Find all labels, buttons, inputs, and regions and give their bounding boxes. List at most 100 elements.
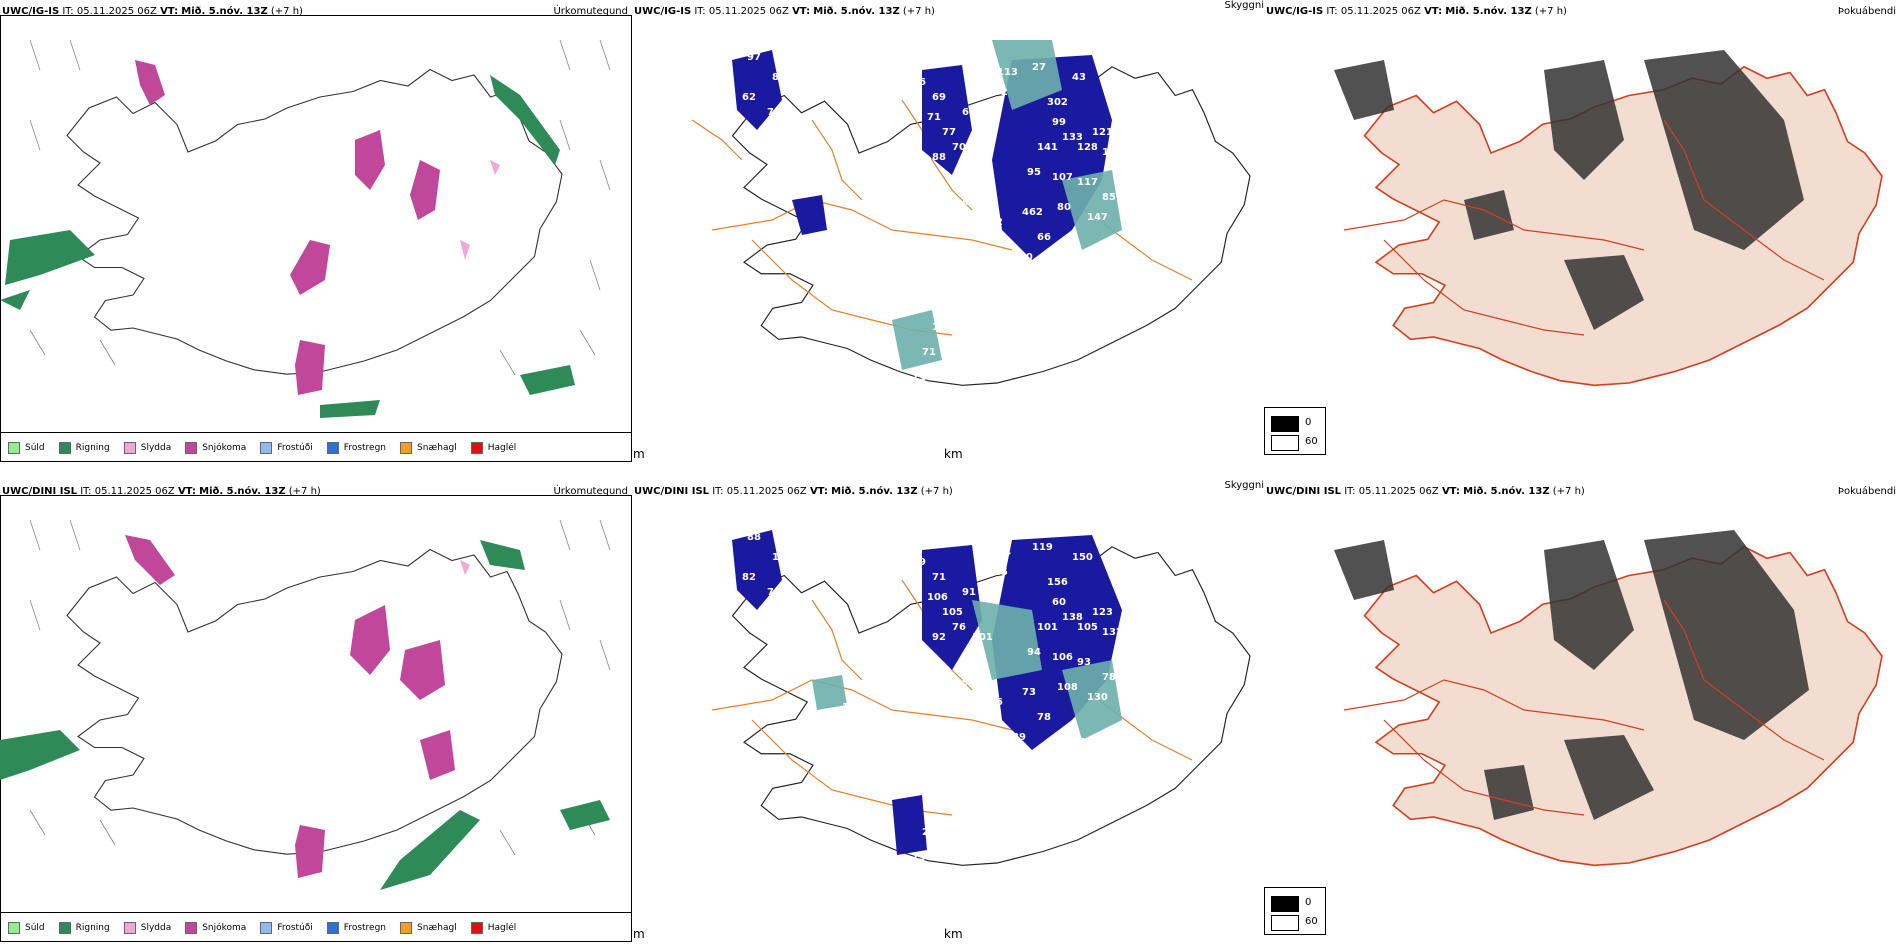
vt-value: Mið. 5.nóv. 13Z: [831, 486, 918, 497]
height-label: 150: [1072, 552, 1093, 563]
vt-label: VT:: [1424, 6, 1443, 17]
height-label: 78: [1102, 672, 1116, 683]
height-label: 62: [742, 92, 756, 103]
forecast-row-1: UWC/IG-IS IT: 05.11.2025 06Z VT: Mið. 5.…: [0, 0, 1900, 470]
legend-label: Frostregn: [343, 922, 387, 933]
panel-title: Þokuábendi: [1837, 6, 1896, 17]
precip-areas: [0, 60, 575, 418]
lead-time: (+7 h): [270, 6, 303, 17]
panel-header: UWC/IG-IS IT: 05.11.2025 06Z VT: Mið. 5.…: [634, 6, 935, 17]
visibility-panel: UWC/DINI ISL IT: 05.11.2025 06Z VT: Mið.…: [632, 480, 1264, 950]
height-label: 73: [792, 87, 806, 98]
legend-item: Rigning: [58, 441, 110, 454]
model-name: UWC/IG-IS: [1266, 6, 1324, 17]
height-label: 77: [942, 127, 956, 138]
height-label: 132: [1102, 627, 1123, 638]
cover-legend: 0 60: [1264, 887, 1326, 935]
height-label: 70: [952, 142, 966, 153]
it-label: IT:: [712, 486, 724, 497]
height-label: 237: [992, 752, 1013, 763]
swatch-sudl: [8, 441, 20, 454]
height-label: 138: [1062, 612, 1083, 623]
precip-areas: [0, 535, 610, 890]
height-label: 141: [1037, 142, 1058, 153]
height-label: 79: [767, 587, 781, 598]
legend-item: Frostregn: [326, 441, 386, 454]
height-label: 99: [972, 152, 986, 163]
panel-frame: [0, 495, 632, 942]
height-label: 172: [1072, 257, 1093, 268]
height-label: 68: [962, 197, 976, 208]
wind-barbs: [29, 39, 611, 376]
legend-label: Rigning: [75, 442, 110, 453]
height-label: 78: [767, 107, 781, 118]
legend-label: Snjókoma: [202, 442, 247, 453]
precip-type-panel: UWC/DINI ISL IT: 05.11.2025 06Z VT: Mið.…: [0, 480, 632, 950]
height-label: 21: [922, 827, 936, 838]
height-label: 113: [997, 67, 1018, 78]
legend-item: Snjókoma: [185, 441, 247, 454]
height-label: 63: [942, 772, 956, 783]
height-label: 145: [987, 567, 1008, 578]
vt-value: Mið. 5.nóv. 13Z: [813, 6, 900, 17]
swatch-frostudi: [260, 441, 273, 454]
precip-type-map: [0, 39, 611, 418]
height-label: 93: [792, 567, 806, 578]
height-label: 78: [1037, 712, 1051, 723]
swatch-snjokoma: [185, 441, 198, 454]
legend-label: Snæhagl: [417, 922, 457, 933]
cloud-panel: UWC/DINI ISL IT: 05.11.2025 06Z VT: Mið.…: [1264, 480, 1900, 950]
lead-time: (+7 h): [902, 6, 935, 17]
height-label: 132: [982, 217, 1003, 228]
swatch-white: [1271, 915, 1299, 931]
legend-label: Haglél: [487, 442, 517, 453]
it-label: IT:: [62, 6, 74, 17]
swatch-rigning: [58, 441, 71, 454]
panel-header: UWC/DINI ISL IT: 05.11.2025 06Z VT: Mið.…: [2, 486, 321, 497]
height-label: 105: [942, 607, 963, 618]
legend-item: Slydda: [123, 921, 171, 934]
legend-item: Haglél: [470, 441, 517, 454]
height-label: 302: [1047, 97, 1068, 108]
height-label: 92: [932, 632, 946, 643]
panel-header: UWC/IG-IS IT: 05.11.2025 06Z VT: Mið. 5.…: [1266, 6, 1567, 17]
panel-title: Skyggni: [1224, 480, 1264, 491]
it-value: 05.11.2025 06Z: [1358, 486, 1439, 497]
height-label: 82: [772, 72, 786, 83]
legend-item: Snæhagl: [400, 441, 457, 454]
vt-label: VT:: [809, 486, 828, 497]
precip-type-legend: Súld Rigning Slydda Snjókoma Frostúði Fr…: [0, 912, 632, 942]
swatch-haglel: [470, 921, 483, 934]
swatch-frostudi: [260, 921, 273, 934]
height-label: 66: [1037, 232, 1051, 243]
it-value: 05.11.2025 06Z: [94, 486, 175, 497]
swatch-slydda: [123, 921, 136, 934]
red-roads: [1343, 599, 1825, 816]
height-label: 86: [912, 77, 926, 88]
height-label: 106: [1052, 652, 1073, 663]
height-label: 80: [1057, 202, 1071, 213]
it-label: IT:: [694, 6, 706, 17]
height-label: 71: [922, 347, 936, 358]
it-label: IT:: [1344, 486, 1356, 497]
model-name: UWC/IG-IS: [2, 6, 60, 17]
precip-type-panel: UWC/IG-IS IT: 05.11.2025 06Z VT: Mið. 5.…: [0, 0, 632, 470]
height-label: 147: [1087, 212, 1108, 223]
lead-time: (+7 h): [920, 486, 953, 497]
height-label: 72: [1047, 257, 1061, 268]
height-label: 130: [1087, 692, 1108, 703]
height-label: 122: [842, 702, 863, 713]
visibility-unit: km: [944, 447, 963, 461]
height-label: 119: [1032, 542, 1053, 553]
height-unit: m: [633, 447, 645, 461]
legend-item: Frostúði: [260, 441, 313, 454]
it-value: 05.11.2025 06Z: [76, 6, 157, 17]
vt-value: Mið. 5.nóv. 13Z: [199, 486, 286, 497]
vt-value: Mið. 5.nóv. 13Z: [181, 6, 268, 17]
height-label: 69: [932, 92, 946, 103]
swatch-frostregn: [326, 441, 339, 454]
vt-value: Mið. 5.nóv. 13Z: [1445, 6, 1532, 17]
panel-title: Þokuábendi: [1837, 486, 1896, 497]
panel-header: UWC/DINI ISL IT: 05.11.2025 06Z VT: Mið.…: [634, 486, 953, 497]
